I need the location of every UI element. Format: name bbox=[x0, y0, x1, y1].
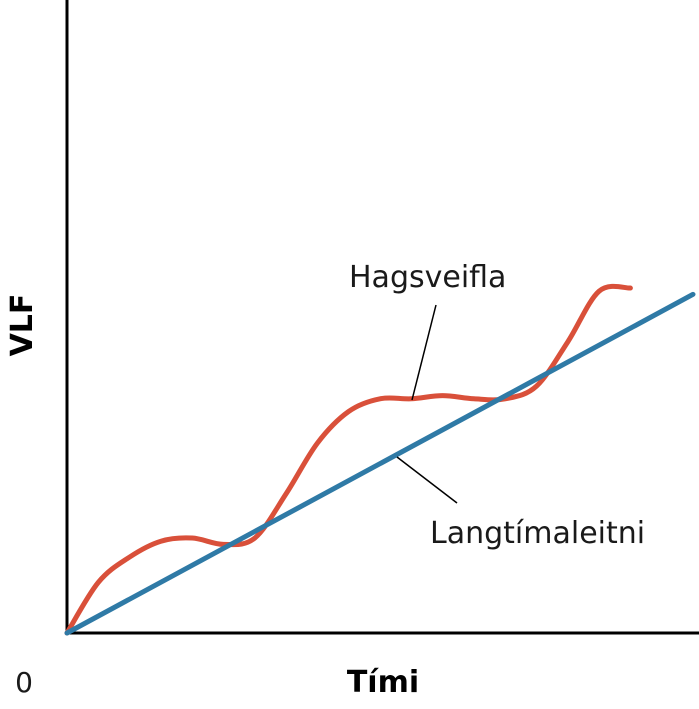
leader-lines bbox=[396, 304, 458, 504]
axes bbox=[65, 0, 699, 635]
origin-label: 0 bbox=[15, 666, 33, 699]
series-line-langtimaleitni bbox=[64, 291, 696, 636]
leader-line-hagsveifla bbox=[411, 304, 437, 401]
annotation-hagsveifla: Hagsveifla bbox=[349, 260, 506, 295]
y-axis-title: VLF bbox=[5, 294, 40, 357]
series-layer bbox=[64, 283, 696, 636]
x-axis-title: Tími bbox=[347, 665, 419, 700]
annotation-langtimaleitni: Langtímaleitni bbox=[430, 516, 645, 551]
series-line-hagsveifla bbox=[64, 283, 633, 636]
leader-line-langtimaleitni bbox=[396, 456, 458, 504]
